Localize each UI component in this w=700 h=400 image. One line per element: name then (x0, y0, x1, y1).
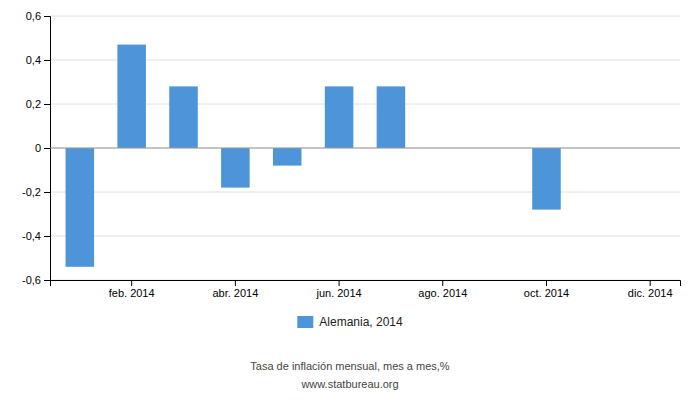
y-tick-label: -0,6 (22, 274, 41, 286)
bar (273, 148, 302, 166)
zero-line (50, 148, 680, 149)
x-axis: feb. 2014 abr. 2014 jun. 2014 ago. 2014 oct.… (51, 280, 681, 299)
bars (66, 45, 561, 267)
x-tick: dic. 2014 (628, 280, 673, 299)
bar (66, 148, 95, 267)
grid-line (50, 148, 680, 149)
x-tick-mark (442, 280, 443, 286)
x-tick-mark (546, 280, 547, 286)
bar (532, 148, 561, 210)
x-tick-label: oct. 2014 (524, 287, 569, 299)
x-tick: jun. 2014 (315, 280, 361, 299)
x-tick: ago. 2014 (418, 280, 467, 299)
x-tick-label: jun. 2014 (315, 287, 361, 299)
bar (221, 148, 250, 188)
x-tick-mark (131, 280, 132, 286)
legend-item: Alemania, 2014 (297, 315, 403, 329)
y-tick-mark (44, 148, 50, 149)
y-tick: 0 (35, 142, 50, 154)
y-tick-label: -0,2 (22, 186, 41, 198)
y-tick: 0,4 (26, 54, 50, 66)
bar (377, 86, 406, 148)
x-tick-label: ago. 2014 (418, 287, 467, 299)
y-axis-line (44, 17, 51, 281)
bar (325, 86, 354, 148)
footnote: Tasa de inflación mensual, mes a mes,% (250, 360, 450, 372)
y-tick-mark (44, 236, 50, 237)
x-tick-label: dic. 2014 (628, 287, 673, 299)
y-tick: 0,6 (26, 10, 50, 22)
y-tick-label: -0,4 (22, 230, 41, 242)
y-axis: -0,6 -0,4 -0,2 0 0,2 0,4 0,6 (22, 10, 50, 286)
y-tick-label: 0 (35, 142, 41, 154)
y-tick: -0,4 (22, 230, 50, 242)
grid (50, 16, 680, 280)
x-axis-line (51, 281, 681, 287)
bar (169, 86, 198, 148)
y-tick: -0,6 (22, 274, 50, 286)
y-tick-mark (44, 280, 50, 281)
x-tick-mark (650, 280, 651, 286)
grid-line (50, 16, 680, 17)
x-tick-label: abr. 2014 (212, 287, 258, 299)
y-tick-label: 0,2 (26, 98, 41, 110)
y-tick-mark (44, 192, 50, 193)
y-tick: 0,2 (26, 98, 50, 110)
footnote: www.statbureau.org (300, 378, 398, 390)
legend-swatch (297, 316, 313, 328)
y-tick-mark (44, 104, 50, 105)
y-tick-label: 0,6 (26, 10, 41, 22)
y-tick-mark (44, 16, 50, 17)
x-tick: oct. 2014 (524, 280, 569, 299)
x-tick-mark (339, 280, 340, 286)
x-tick: abr. 2014 (212, 280, 258, 299)
x-tick: feb. 2014 (109, 280, 155, 299)
chart: -0,6 -0,4 -0,2 0 0,2 0,4 0,6 feb. 2014 abr. 2014… (0, 0, 700, 400)
x-tick-mark (235, 280, 236, 286)
grid-line (50, 236, 680, 237)
bar (117, 45, 146, 148)
legend-label: Alemania, 2014 (319, 315, 403, 329)
x-tick-label: feb. 2014 (109, 287, 155, 299)
y-tick-mark (44, 60, 50, 61)
plot: -0,6 -0,4 -0,2 0 0,2 0,4 0,6 feb. 2014 abr. 2014… (22, 10, 680, 299)
grid-line (50, 192, 680, 193)
y-tick-label: 0,4 (26, 54, 41, 66)
legend: Alemania, 2014 (297, 315, 403, 329)
y-tick: -0,2 (22, 186, 50, 198)
legend-items: Alemania, 2014 (297, 315, 403, 329)
